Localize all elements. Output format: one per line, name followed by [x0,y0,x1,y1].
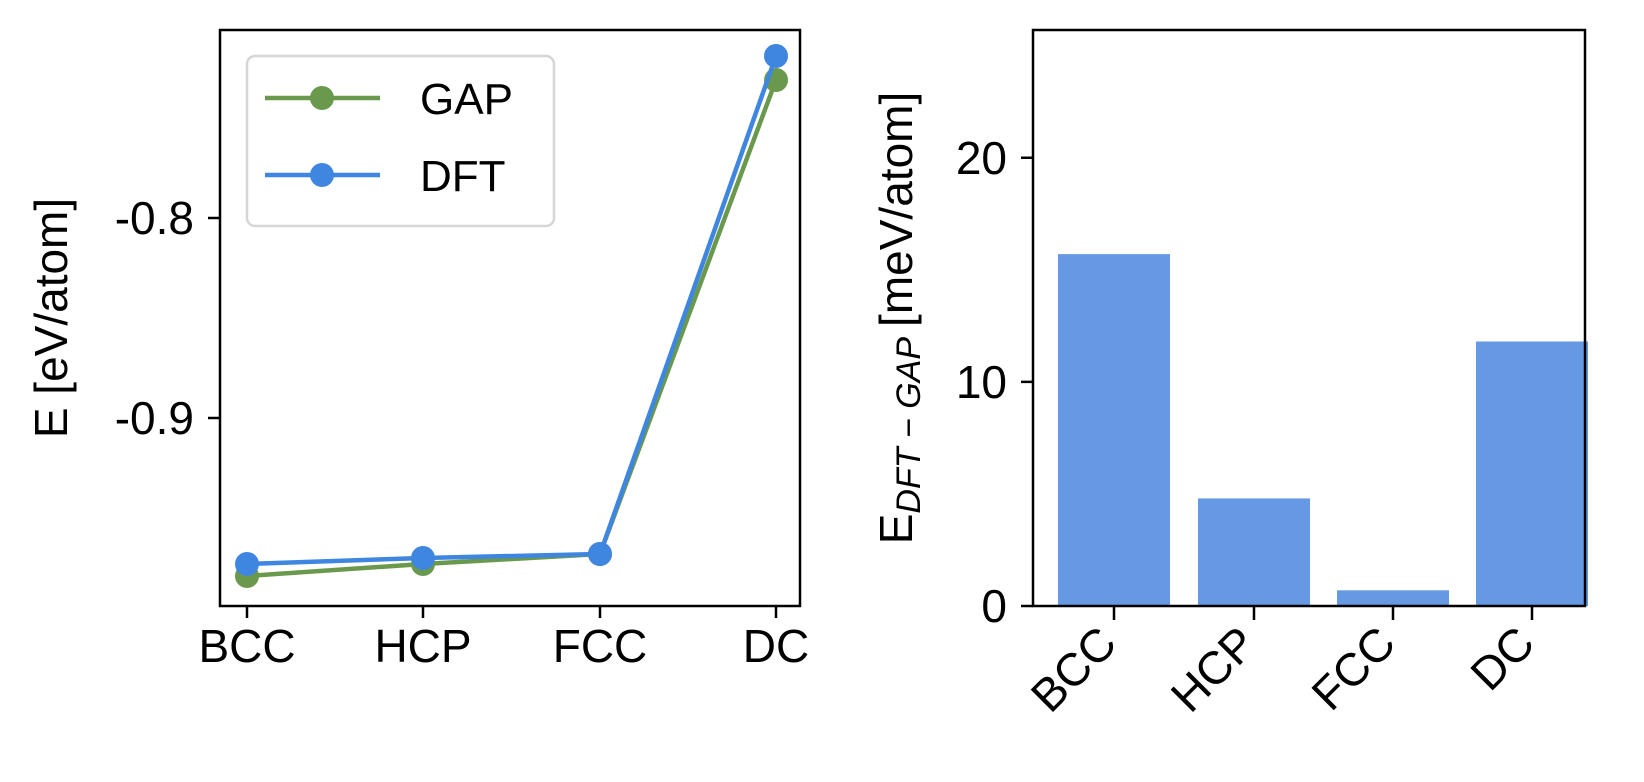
x-tick-label: FCC [553,620,648,672]
left-ticks-layer: BCC HCP FCC DC -0.8 -0.9 [115,192,809,672]
x-tick-label: DC [743,620,809,672]
y-tick-label: 10 [956,356,1007,408]
dft-point-bcc [235,552,259,576]
y-tick-label: 20 [956,132,1007,184]
x-tick-label: HCP [1161,616,1266,721]
gap-series-line [246,79,779,579]
right-ticks-layer: BCC HCP FCC DC 0 10 20 [956,132,1544,722]
dft-series-line [246,55,779,567]
bar-bcc [1058,254,1170,606]
legend-dft-marker [310,163,334,187]
x-tick-label: BCC [198,620,295,672]
line-series-layer [235,44,788,588]
energy-line-chart: BCC HCP FCC DC -0.8 -0.9 E [eV/atom] GAP DFT [25,28,809,672]
y-tick-label: -0.9 [115,392,194,444]
legend-item-gap: GAP [265,75,513,124]
left-axes-frame [218,28,802,608]
dft-point-dc [764,44,788,68]
bar-layer [1058,254,1588,606]
dft-point-fcc [588,542,612,566]
bar-hcp [1198,498,1310,606]
right-axes-frame [1031,28,1587,608]
legend-gap-label: GAP [420,75,513,124]
x-tick-label: DC [1460,616,1544,700]
legend-item-dft: DFT [265,152,506,201]
x-tick-label: BCC [1021,616,1126,721]
x-tick-label: HCP [374,620,471,672]
right-y-axis-label: EDFT − GAP [meV/atom] [870,92,928,545]
legend: GAP DFT [245,54,556,228]
legend-gap-marker [310,86,334,110]
bar-fcc [1337,590,1449,606]
y-tick-label: -0.8 [115,192,194,244]
y-tick-label: 0 [981,580,1007,632]
legend-dft-label: DFT [420,152,506,201]
left-y-axis-label: E [eV/atom] [25,198,77,438]
x-tick-label: FCC [1301,616,1405,720]
y-label-main: E [870,514,922,545]
dft-point-hcp [411,546,435,570]
energy-difference-bar-chart: BCC HCP FCC DC 0 10 20 EDFT − GAP [meV/atom] [870,28,1588,722]
y-label-unit: [meV/atom] [870,92,922,327]
bar-dc [1476,341,1588,606]
y-label-subscript: DFT − GAP [890,337,928,514]
